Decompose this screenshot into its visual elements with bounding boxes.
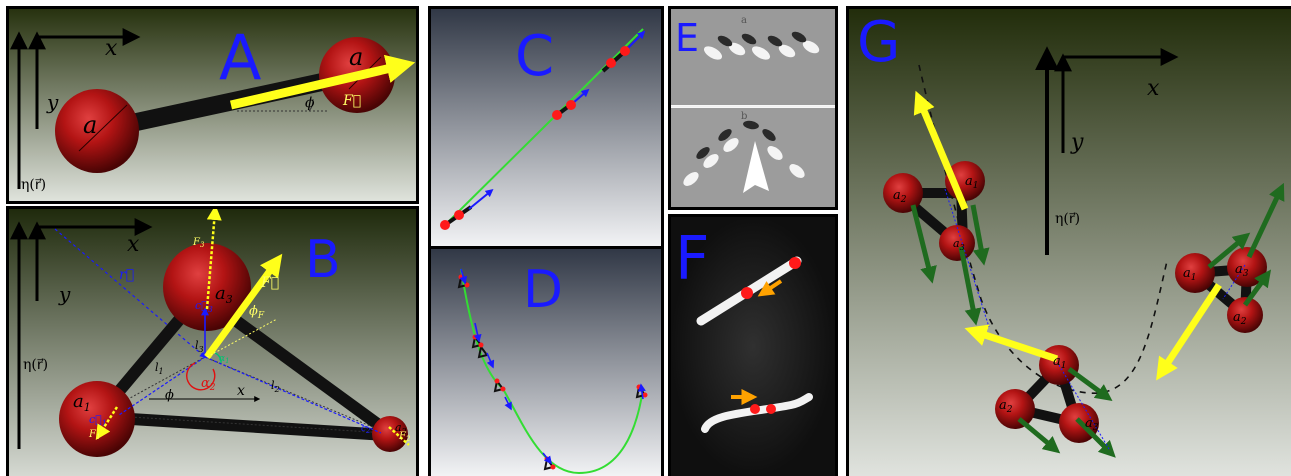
f-arrow-top [757,279,783,297]
b-f2-label: F2 [398,431,411,443]
b-r-label: r⃗ [119,267,134,283]
g-right-a2: a2 [1233,310,1247,327]
panel-g: x y η(r⃗) a2 a1 a3 [846,6,1291,476]
b-l2-label: l2 [271,379,280,394]
g-bottom-a3: a3 [1085,416,1099,433]
a-sphere-left [55,89,139,173]
panel-d: D [428,246,664,476]
a-x-label: x [105,36,118,61]
panel-b-label: B [305,230,341,290]
panel-a-diagram: x y η(r⃗) a a ϕ F⃗ A [9,9,416,201]
panel-c: C [428,6,664,246]
g-top-a2: a2 [893,188,907,205]
a-force-label: F⃗ [342,93,361,109]
panel-e-diagram: a b E [671,9,835,207]
b-force-label: F⃗ [260,275,279,291]
g-swimmer-top: a2 a1 a3 [883,90,990,328]
panel-c-label: C [515,24,554,89]
panel-d-diagram: D [431,249,661,476]
b-f1-label: F1 [88,429,100,441]
a-radius-left-label: a [83,111,97,139]
panel-c-diagram: C [431,9,661,246]
g-y-label: y [1070,130,1084,155]
b-phi-label: ϕ [165,388,174,403]
f-filament-bottom [701,393,813,433]
b-alpha1-label: α1 [219,354,230,365]
g-bottom-a1: a1 [1053,354,1067,371]
b-alpha2-label: α2 [201,376,216,393]
panel-f: F [668,214,838,476]
b-inner-x-label: x [237,383,245,399]
e-pointer-arrow [743,141,769,193]
b-f3-label: F3 [192,237,205,249]
b-phiF-label: ϕF [249,304,265,321]
d-path [460,268,644,475]
a-force-arrow [229,54,416,110]
b-sphere-a3 [163,243,251,331]
b-r-vector [54,228,206,358]
b-l3-label: l3 [195,339,204,354]
a-eta-label: η(r⃗) [21,177,46,193]
panel-a-label: A [219,21,261,94]
b-sphere-a1 [59,381,135,457]
b-eta-label: η(r⃗) [23,357,48,373]
g-swimmer-bottom: a1 a2 a3 [964,324,1116,458]
b-c3-label: c⃗3 [195,299,213,314]
b-a2-label: a2 [395,421,407,436]
g-top-a3: a3 [953,237,965,252]
a-y-label: y [46,90,59,114]
b-y-label: y [58,282,71,306]
panel-e: a b E [668,6,838,210]
g-right-a3: a3 [1235,262,1249,279]
g-x-label: x [1147,76,1160,101]
b-sphere-a2 [372,416,408,452]
b-l1-label: l1 [155,361,164,376]
b-x-label: x [127,232,140,257]
panel-f-label: F [675,224,710,294]
panel-b-diagram: x y η(r⃗) r⃗ x ϕ a3 a1 a2 c⃗3 c⃗1 c2 F3 [9,209,416,476]
panel-a: x y η(r⃗) a a ϕ F⃗ A [6,6,419,204]
a-radius-right-label: a [349,43,363,71]
g-right-a1: a1 [1183,266,1197,283]
panel-b: x y η(r⃗) r⃗ x ϕ a3 a1 a2 c⃗3 c⃗1 c2 F3 [6,206,419,476]
g-top-a1: a1 [965,174,979,191]
a-angle-label: ϕ [305,95,315,111]
panel-g-label: G [857,10,900,75]
panel-e-label: E [675,16,699,60]
b-a3-label: a3 [215,283,233,306]
e-top-mark: a [741,15,747,26]
g-bottom-a2: a2 [999,398,1013,415]
b-a1-label: a1 [73,391,91,414]
e-top-image [671,9,835,105]
e-bottom-mark: b [741,111,747,122]
panel-f-diagram: F [671,217,835,476]
b-c2-label: c2 [361,424,371,435]
b-force-arrow [204,253,283,360]
panel-g-diagram: x y η(r⃗) a2 a1 a3 [849,9,1291,476]
g-swimmer-right: a1 a3 a2 [1156,182,1285,381]
g-eta-label: η(r⃗) [1055,211,1080,227]
panel-d-label: D [523,260,563,320]
